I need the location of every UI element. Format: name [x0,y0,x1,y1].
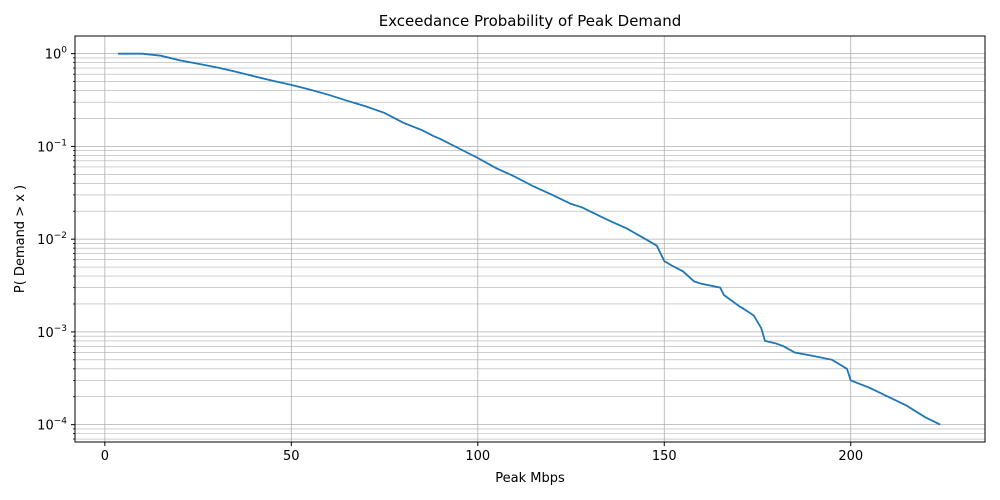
x-axis: 0 50 100 150 200 [101,442,863,464]
y-tick-label: 100 [45,46,68,63]
grid [75,36,985,442]
chart-title: Exceedance Probability of Peak Demand [379,12,682,30]
x-axis-label: Peak Mbps [495,471,565,486]
y-tick-label: 10−1 [37,138,67,155]
x-tick-label: 200 [838,449,863,464]
y-tick-label: 10−3 [37,324,67,341]
x-tick-label: 150 [652,449,677,464]
x-tick-label: 100 [465,449,490,464]
x-tick-label: 50 [283,449,300,464]
y-axis-label: P( Demand > x ) [13,185,28,293]
y-axis: 10−4 10−3 10−2 10−1 100 [37,46,75,440]
series-line [117,52,941,426]
y-tick-label: 10−4 [37,417,67,434]
x-tick-label: 0 [101,449,109,464]
y-tick-label: 10−2 [37,231,67,248]
